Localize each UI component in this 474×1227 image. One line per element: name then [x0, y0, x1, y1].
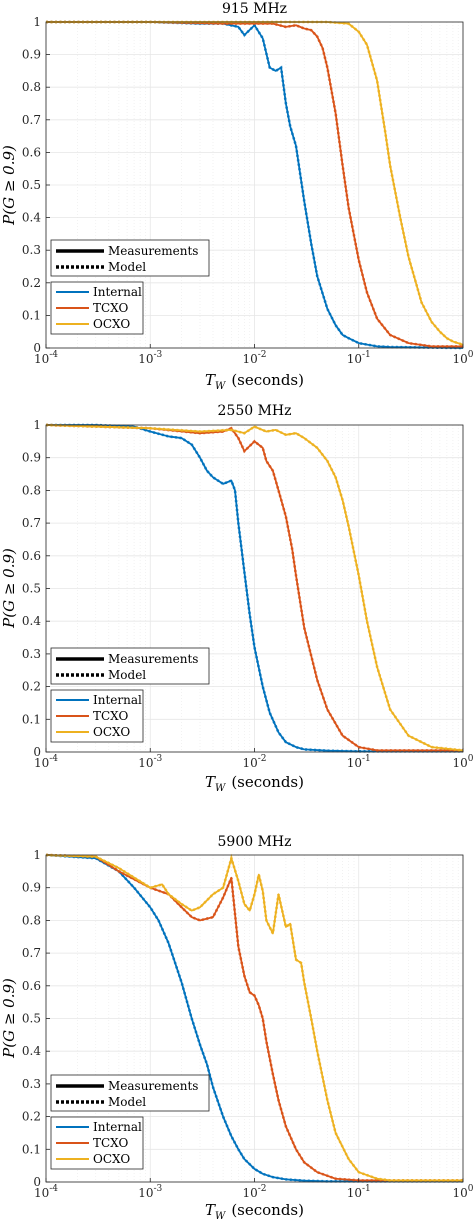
y-tick-label: 0.4 [22, 211, 41, 225]
y-tick-label: 0.5 [22, 1012, 41, 1026]
legend-label: TCXO [93, 709, 129, 723]
y-tick-label: 0.9 [22, 881, 41, 895]
y-tick-label: 0.2 [22, 1110, 41, 1124]
legend-label: TCXO [93, 301, 129, 315]
legend-series: Internal TCXO OCXO [50, 281, 144, 335]
chart-panel-2: 0 0.1 0.2 0.3 0.4 0.5 0.6 0.7 0.8 0.9 1 10-4 10-3 10-… [0, 403, 474, 794]
series-tcxo-model [46, 20, 463, 348]
legend-label: Measurements [108, 652, 198, 666]
x-tick-label: 100 [452, 754, 473, 770]
x-tick-label: 10-4 [34, 754, 58, 770]
legend-styles: Measurements Model [50, 1074, 210, 1112]
x-tick-label: 100 [452, 1184, 473, 1200]
y-tick-label: 0.2 [22, 276, 41, 290]
y-tick-label: 0.2 [22, 680, 41, 694]
legend-label: OCXO [93, 1152, 130, 1166]
chart-panel-1: 0 0.1 0.2 0.3 0.4 0.5 0.6 0.7 0.8 0.9 1 10-4 10-3 10-… [0, 1, 474, 392]
legend-label: Model [108, 260, 146, 274]
y-axis-label: P(G ≥ 0.9) [0, 145, 18, 226]
legend-label: Measurements [108, 1079, 198, 1093]
legend-styles: Measurements Model [50, 239, 210, 277]
x-axis-label: TW (seconds) [205, 773, 304, 794]
legend-label: Measurements [108, 244, 198, 258]
x-tick-label: 10-2 [242, 754, 266, 770]
legend-label: Model [108, 1095, 146, 1109]
y-tick-label: 0.1 [22, 1142, 41, 1156]
x-tick-label: 10-2 [242, 1184, 266, 1200]
y-tick-label: 0.3 [22, 243, 41, 257]
y-tick-label: 0.8 [22, 483, 41, 497]
chart-title: 2550 MHz [218, 403, 292, 419]
x-tick-label: 10-3 [138, 754, 162, 770]
y-tick-label: 0.1 [22, 308, 41, 322]
legend-label: TCXO [93, 1136, 129, 1150]
y-tick-label: 0.3 [22, 1077, 41, 1091]
y-tick-label: 0.7 [22, 113, 41, 127]
x-tick-label: 10-3 [138, 1184, 162, 1200]
chart-panel-3: 0 0.1 0.2 0.3 0.4 0.5 0.6 0.7 0.8 0.9 1 10-4 10-3 10-… [0, 834, 474, 1222]
y-tick-label: 0.1 [22, 712, 41, 726]
series-ocxo-model [46, 20, 464, 346]
y-axis-label: P(G ≥ 0.9) [0, 548, 18, 629]
y-tick-label: 0.6 [22, 979, 41, 993]
y-tick-label: 0.5 [22, 582, 41, 596]
x-tick-label: 10-3 [138, 350, 162, 366]
y-tick-label: 0.7 [22, 516, 41, 530]
x-axis-label: TW (seconds) [205, 371, 304, 392]
y-tick-label: 0.6 [22, 549, 41, 563]
series-internal-model [45, 853, 463, 1183]
y-tick-label: 0.7 [22, 946, 41, 960]
series-ocxo-measurement [45, 854, 463, 1182]
series-tcxo-model [45, 853, 463, 1182]
y-tick-label: 1 [33, 15, 41, 29]
legend-label: OCXO [93, 725, 130, 739]
legend-styles: Measurements Model [50, 647, 210, 685]
y-tick-label: 0 [33, 341, 41, 355]
legend-label: Model [108, 668, 146, 682]
y-tick-label: 1 [33, 418, 41, 432]
y-tick-label: 0.4 [22, 1044, 41, 1058]
y-tick-label: 1 [33, 848, 41, 862]
legend-label: Internal [93, 1120, 142, 1134]
y-tick-label: 0 [33, 745, 41, 759]
legend-label: OCXO [93, 317, 130, 331]
legend-box [50, 1074, 210, 1112]
y-tick-label: 0.9 [22, 48, 41, 62]
chart-title: 5900 MHz [218, 834, 292, 850]
y-tick-label: 0.3 [22, 647, 41, 661]
x-tick-label: 10-2 [242, 350, 266, 366]
y-tick-label: 0.8 [22, 80, 41, 94]
x-axis-label: TW (seconds) [205, 1201, 304, 1222]
y-tick-label: 0 [33, 1175, 41, 1189]
series-internal-model [46, 423, 463, 753]
x-tick-label: 10-1 [347, 350, 371, 366]
y-tick-label: 0.8 [22, 913, 41, 927]
x-tick-label: 10-1 [347, 754, 371, 770]
y-tick-label: 0.5 [22, 178, 41, 192]
x-tick-label: 100 [452, 350, 473, 366]
x-tick-label: 10-1 [347, 1184, 371, 1200]
legend-label: Internal [93, 285, 142, 299]
legend-series: Internal TCXO OCXO [50, 1116, 144, 1170]
y-tick-label: 0.9 [22, 451, 41, 465]
y-tick-label: 0.6 [22, 145, 41, 159]
series-ocxo-model [45, 423, 464, 752]
legend-box [50, 647, 210, 685]
legend-label: Internal [93, 693, 142, 707]
legend-series: Internal TCXO OCXO [50, 689, 144, 743]
legend-box [50, 239, 210, 277]
y-tick-label: 0.4 [22, 614, 41, 628]
chart-title: 915 MHz [222, 1, 287, 17]
x-tick-label: 10-4 [34, 350, 58, 366]
x-tick-label: 10-4 [34, 1184, 58, 1200]
y-axis-label: P(G ≥ 0.9) [0, 978, 18, 1059]
